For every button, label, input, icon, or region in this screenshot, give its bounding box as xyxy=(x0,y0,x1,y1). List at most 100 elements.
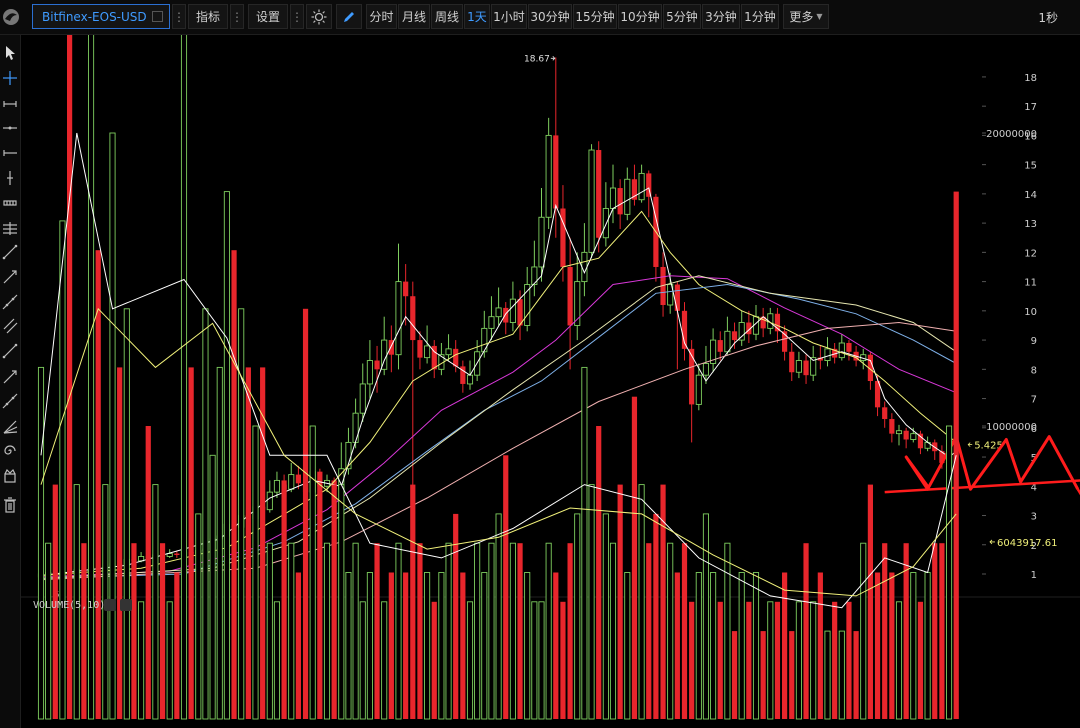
fibonacci-fan-icon[interactable] xyxy=(2,417,18,435)
volume-close-icon[interactable] xyxy=(120,599,132,611)
crosshair-icon[interactable] xyxy=(2,69,18,87)
indicators-button[interactable]: 指标 xyxy=(188,4,228,29)
pencil-icon xyxy=(344,11,354,22)
volume-bar xyxy=(824,630,831,720)
popout-icon[interactable] xyxy=(152,11,163,22)
candle-body xyxy=(374,360,380,370)
volume-bar xyxy=(882,543,888,719)
volume-bar xyxy=(653,513,659,719)
candle-body xyxy=(838,342,845,359)
y-tick-label: 4 xyxy=(1031,482,1037,493)
candle-body xyxy=(832,348,838,358)
parallel-channel-icon[interactable] xyxy=(2,368,18,386)
period-button[interactable]: 周线 xyxy=(431,4,463,29)
more-dots-icon[interactable]: ⋮ xyxy=(172,4,186,29)
period-button[interactable]: 10分钟 xyxy=(618,4,662,29)
drawn-pattern xyxy=(904,435,1080,491)
candle-body xyxy=(395,281,402,356)
volume-bar xyxy=(917,601,924,719)
volume-bar xyxy=(789,631,795,719)
period-button[interactable]: 3分钟 xyxy=(702,4,740,29)
candle-body xyxy=(660,266,666,305)
price-range-icon[interactable] xyxy=(2,194,18,212)
period-button[interactable]: 1小时 xyxy=(491,4,527,29)
volume-bar xyxy=(174,572,180,719)
volume-bar xyxy=(445,542,452,720)
theme-button[interactable] xyxy=(306,4,332,29)
period-button[interactable]: 30分钟 xyxy=(528,4,572,29)
candle-body xyxy=(889,419,895,434)
last-price-label: 5.425 xyxy=(974,441,1003,452)
trend-line-icon[interactable] xyxy=(2,243,18,261)
volume-bar xyxy=(767,601,774,720)
volume-bar xyxy=(245,367,251,719)
volume-bar xyxy=(488,542,495,720)
volume-bar xyxy=(273,601,281,720)
candle-body xyxy=(702,363,709,376)
refresh-interval[interactable]: 1秒 xyxy=(1038,11,1058,25)
candle-body xyxy=(846,343,852,352)
volume-bar xyxy=(617,484,623,719)
volume-bar xyxy=(695,572,702,720)
cursor-icon[interactable] xyxy=(2,44,18,62)
period-button[interactable]: 分时 xyxy=(366,4,397,29)
period-button[interactable]: 月线 xyxy=(398,4,430,29)
volume-bar xyxy=(388,572,394,719)
spiral-icon[interactable] xyxy=(2,442,18,460)
draw-button[interactable] xyxy=(336,4,362,29)
candle-body xyxy=(553,135,559,209)
volume-bar xyxy=(95,250,101,719)
symbol-selector[interactable]: Bitfinex-EOS-USD xyxy=(32,4,170,29)
more-dots-icon[interactable]: ⋮ xyxy=(230,4,244,29)
channel-icon[interactable] xyxy=(2,342,18,360)
volume-bar xyxy=(309,425,316,720)
candle-body xyxy=(403,281,409,297)
volume-bar xyxy=(660,484,666,719)
horizontal-line-icon[interactable] xyxy=(2,119,18,137)
volume-bar xyxy=(209,454,216,720)
period-button[interactable]: 5分钟 xyxy=(663,4,701,29)
candle-body xyxy=(609,187,617,209)
pattern-icon[interactable] xyxy=(2,467,18,485)
extended-line-icon[interactable] xyxy=(2,293,18,311)
volume-bar xyxy=(524,572,531,720)
volume-bar xyxy=(681,543,688,719)
volume-bar xyxy=(846,601,852,719)
sun-icon xyxy=(311,9,327,24)
pitchfork-icon[interactable] xyxy=(2,392,18,410)
horizontal-segment-icon[interactable] xyxy=(2,95,18,113)
candle-body xyxy=(574,281,581,326)
y-tick-label: 1 xyxy=(1031,570,1037,581)
settings-button[interactable]: 设置 xyxy=(248,4,288,29)
candle-body xyxy=(317,471,323,487)
ray-icon[interactable] xyxy=(2,317,18,335)
trash-icon[interactable] xyxy=(2,496,18,514)
volume-bar xyxy=(223,191,230,720)
volume-tick-label: 20000000 xyxy=(986,129,1037,140)
volume-bar xyxy=(838,630,845,720)
period-button[interactable]: 1天 xyxy=(464,4,490,29)
volume-bar xyxy=(596,426,602,719)
parallel-lines-icon[interactable] xyxy=(2,219,18,237)
volume-settings-icon[interactable] xyxy=(104,599,116,611)
more-dots-icon[interactable]: ⋮ xyxy=(290,4,304,29)
volume-bar xyxy=(260,367,266,719)
vertical-line-icon[interactable] xyxy=(2,169,18,187)
candle-body xyxy=(388,340,394,355)
volume-bar xyxy=(131,543,137,719)
volume-bar xyxy=(924,572,931,720)
volume-bar xyxy=(323,542,331,720)
volume-bar xyxy=(281,484,287,719)
candle-body xyxy=(695,374,702,405)
candle-body xyxy=(359,383,366,414)
arrow-line-icon[interactable] xyxy=(2,268,18,286)
volume-bar xyxy=(188,367,194,719)
volume-bar xyxy=(609,542,617,720)
horizontal-ray-icon[interactable] xyxy=(2,144,18,162)
volume-bar xyxy=(560,601,566,719)
candle-body xyxy=(895,430,903,435)
chart-area[interactable]: 12345678910111213141516171818.670.645.42… xyxy=(21,35,1080,728)
period-button[interactable]: 15分钟 xyxy=(573,4,617,29)
period-button[interactable]: 1分钟 xyxy=(741,4,779,29)
more-periods-button[interactable]: 更多 ▼ xyxy=(783,4,829,29)
